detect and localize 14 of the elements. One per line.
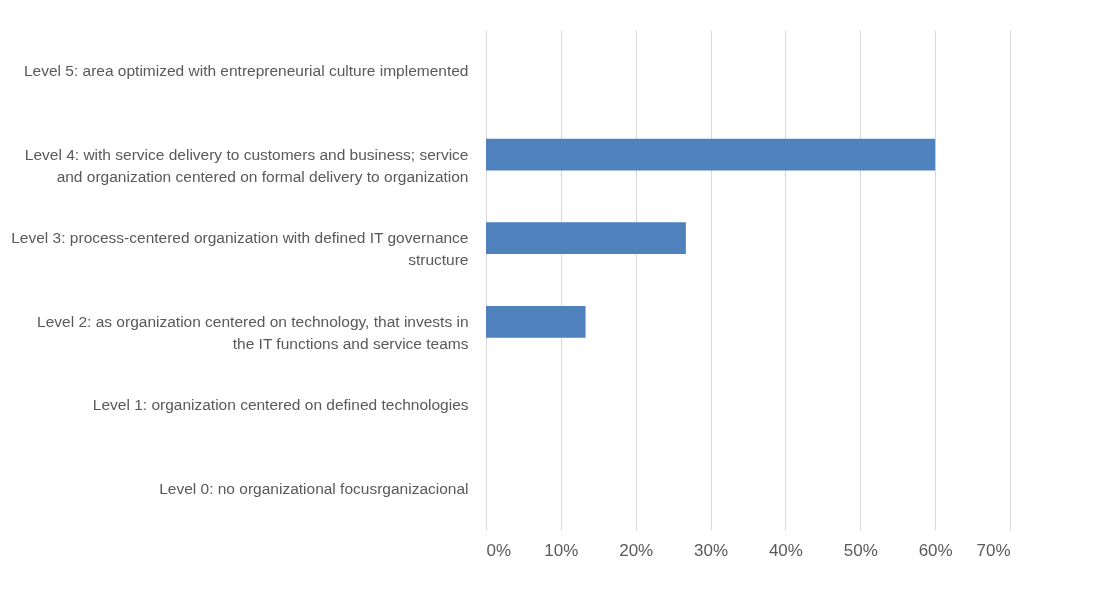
x-tick-label: 10% bbox=[544, 540, 579, 560]
x-tick-label: 30% bbox=[694, 540, 729, 560]
x-tick-label: 70% bbox=[976, 540, 1011, 560]
y-tick-label: Level 0: no organizational focusrganizacional bbox=[159, 480, 469, 498]
x-tick-label: 0% bbox=[486, 540, 512, 560]
y-tick-label: Level 5: area optimized with entrepreneurial culture implemented bbox=[23, 61, 469, 79]
x-tick-label: 60% bbox=[918, 540, 953, 560]
x-tick-label: 40% bbox=[768, 540, 803, 560]
x-tick-label: 20% bbox=[619, 540, 654, 560]
y-tick-label: Level 2: as organization centered on technology, that invests in the IT functions and service teams bbox=[37, 312, 469, 352]
y-tick-label: Level 3: process-centered organization with defined IT governance structure bbox=[11, 229, 469, 269]
y-tick-label: Level 1: organization centered on defined technologies bbox=[92, 396, 469, 414]
y-tick-label: Level 4: with service delivery to customers and business; service and organization centered on formal delivery to organization bbox=[24, 145, 469, 185]
x-tick-label: 50% bbox=[843, 540, 878, 560]
